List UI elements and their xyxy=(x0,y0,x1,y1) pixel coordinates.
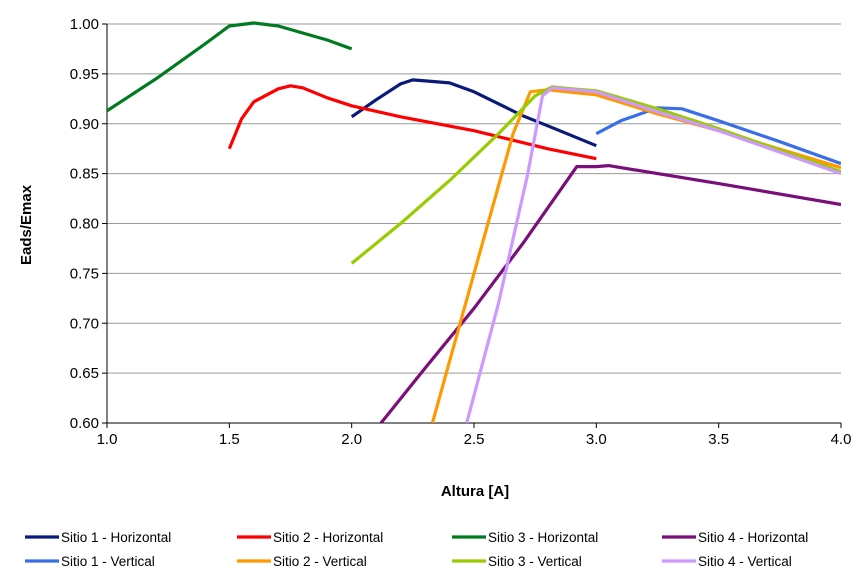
legend-label: Sitio 3 - Vertical xyxy=(488,554,582,569)
x-tick-label: 3.0 xyxy=(586,431,607,448)
x-tick-label: 2.0 xyxy=(341,431,362,448)
plot-area xyxy=(107,21,841,423)
y-tick-labels: 0.60 0.65 0.70 0.75 0.80 0.85 0.90 0.95 1.00 xyxy=(70,16,99,432)
legend-label: Sitio 2 - Horizontal xyxy=(273,530,383,545)
x-tick-label: 2.5 xyxy=(464,431,485,448)
legend: Sitio 1 - Horizontal Sitio 2 - Horizontal… xyxy=(25,530,808,569)
legend-label: Sitio 2 - Vertical xyxy=(273,554,367,569)
x-tick-labels: 1.0 1.5 2.0 2.5 3.0 3.5 4.0 xyxy=(97,431,852,448)
x-tick-label: 1.5 xyxy=(219,431,240,448)
series-line-5 xyxy=(595,106,841,166)
legend-label: Sitio 3 - Horizontal xyxy=(488,530,598,545)
x-tick-label: 1.0 xyxy=(97,431,118,448)
legend-label: Sitio 4 - Vertical xyxy=(698,554,792,569)
legend-item: Sitio 4 - Horizontal xyxy=(662,530,808,545)
y-tick-label: 0.85 xyxy=(70,166,99,183)
series-line-1 xyxy=(350,78,597,148)
y-tick-label: 0.65 xyxy=(70,365,99,382)
y-tick-label: 0.60 xyxy=(70,415,99,432)
series-line-8 xyxy=(465,86,841,423)
legend-label: Sitio 1 - Horizontal xyxy=(61,530,171,545)
y-tick-label: 1.00 xyxy=(70,16,99,33)
legend-item: Sitio 3 - Horizontal xyxy=(452,530,598,545)
legend-label: Sitio 4 - Horizontal xyxy=(698,530,808,545)
gridlines xyxy=(102,23,842,428)
series-line-7 xyxy=(350,85,841,265)
legend-item: Sitio 3 - Vertical xyxy=(452,554,582,569)
y-tick-label: 0.75 xyxy=(70,265,99,282)
legend-item: Sitio 1 - Vertical xyxy=(25,554,155,569)
series-line-2 xyxy=(227,84,597,161)
x-tick-label: 4.0 xyxy=(831,431,852,448)
legend-item: Sitio 1 - Horizontal xyxy=(25,530,171,545)
y-axis-title: Eads/Emax xyxy=(18,184,35,265)
y-tick-label: 0.90 xyxy=(70,116,99,133)
series-line-3 xyxy=(107,21,353,113)
x-tick-label: 3.5 xyxy=(708,431,729,448)
legend-item: Sitio 4 - Vertical xyxy=(662,554,792,569)
y-tick-label: 0.95 xyxy=(70,66,99,83)
legend-label: Sitio 1 - Vertical xyxy=(61,554,155,569)
series-line-4 xyxy=(379,164,841,423)
legend-item: Sitio 2 - Horizontal xyxy=(237,530,383,545)
y-tick-label: 0.70 xyxy=(70,315,99,332)
legend-item: Sitio 2 - Vertical xyxy=(237,554,367,569)
x-axis-title: Altura [A] xyxy=(441,483,509,500)
y-tick-label: 0.80 xyxy=(70,216,99,233)
